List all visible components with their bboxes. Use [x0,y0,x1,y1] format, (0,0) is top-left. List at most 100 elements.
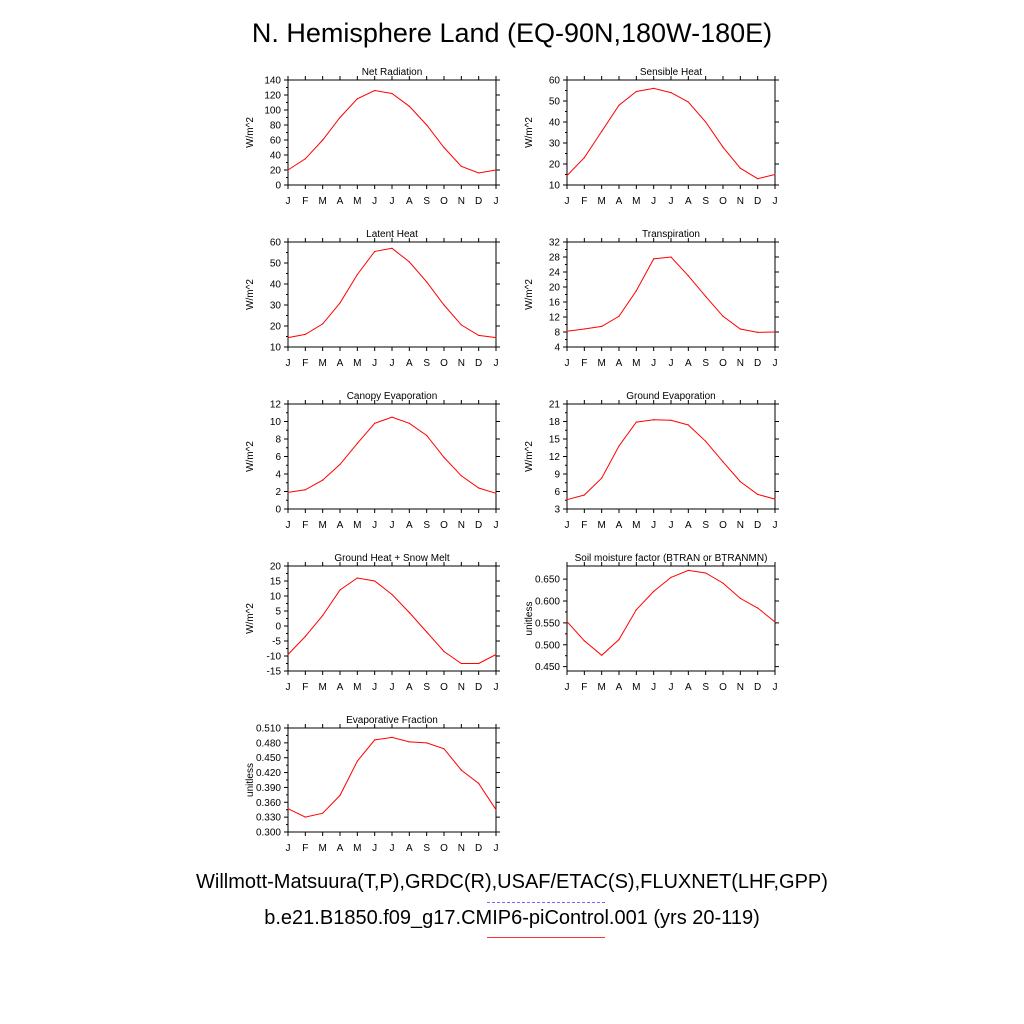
x-tick-label: J [372,358,377,369]
y-tick-label: 4 [275,470,281,481]
plot-frame [566,79,776,186]
x-tick-label: M [353,682,361,693]
x-tick-label: J [773,682,778,693]
x-tick-label: F [302,843,308,854]
chart-title: Net Radiation [362,67,423,78]
data-point [426,281,428,283]
x-tick-label: A [685,682,692,693]
x-tick-label: S [702,358,709,369]
x-tick-label: A [337,358,344,369]
y-tick-label: 12 [549,313,561,324]
y-tick-label: 60 [549,76,561,87]
y-tick-label: 0.360 [256,798,281,809]
x-tick-label: N [458,196,465,207]
y-tick-label: 60 [270,238,282,249]
data-point [757,493,759,496]
y-tick-label: 60 [270,136,282,147]
data-point [618,104,620,106]
x-tick-label: A [406,520,413,531]
x-tick-label: M [597,358,605,369]
x-tick-label: J [494,843,499,854]
legend-observations-line [487,902,605,903]
x-tick-label: M [632,682,640,693]
y-tick-label: 40 [549,118,561,129]
x-tick-label: J [669,196,674,207]
data-point [304,635,306,638]
data-point [653,419,655,421]
data-point [460,662,462,665]
chart-title: Evaporative Fraction [346,715,438,726]
x-tick-label: A [685,520,692,531]
y-axis-label: W/m^2 [245,603,256,634]
data-point [583,157,585,159]
x-tick-label: J [773,358,778,369]
x-tick-label: D [754,358,761,369]
y-tick-label: 15 [549,435,561,446]
y-tick-label: 0.550 [535,618,560,629]
data-point [304,158,306,160]
x-tick-label: F [302,520,308,531]
x-tick-label: F [581,358,587,369]
data-point [653,590,655,592]
x-tick-label: M [632,196,640,207]
data-point [304,333,306,335]
data-point [443,146,445,149]
data-point [670,419,672,421]
series-line [287,736,497,818]
data-point [566,174,568,177]
y-tick-label: 0.300 [256,828,281,839]
x-tick-label: J [372,682,377,693]
x-tick-label: A [337,520,344,531]
x-tick-label: J [390,682,395,693]
x-tick-label: O [440,682,448,693]
data-point [304,489,306,491]
data-point [618,315,620,317]
series-line [287,89,497,174]
data-point [374,739,376,741]
x-tick-label: M [597,520,605,531]
x-tick-label: D [754,520,761,531]
x-tick-label: S [702,196,709,207]
x-tick-label: M [353,520,361,531]
data-point [635,90,637,93]
y-tick-label: 5 [275,607,281,618]
data-point [460,475,462,477]
data-point [287,169,289,171]
data-point [722,315,724,317]
data-point [408,261,410,263]
data-point [495,653,497,656]
y-tick-label: 21 [549,400,561,411]
x-tick-label: F [581,520,587,531]
y-axis-label: W/m^2 [245,441,256,472]
data-point [653,258,655,260]
data-point [374,89,376,92]
data-point [391,416,393,418]
series-line [287,247,497,339]
chart-title: Canopy Evaporation [347,391,438,402]
data-point [495,809,497,811]
plot-frame [287,727,497,833]
series-line [566,87,776,180]
y-tick-label: 0 [275,181,281,192]
y-tick-label: 20 [270,166,282,177]
y-tick-label: 9 [554,470,560,481]
y-tick-label: 120 [264,91,281,102]
x-tick-label: J [372,843,377,854]
y-tick-label: -15 [267,667,282,678]
x-tick-label: A [337,843,344,854]
chart-title: Soil moisture factor (BTRAN or BTRANMN) [575,553,768,564]
data-point [495,169,497,171]
x-tick-label: S [423,196,430,207]
data-point [653,87,655,89]
data-point [670,256,672,258]
y-tick-label: 0.480 [256,738,281,749]
y-tick-label: 80 [270,121,282,132]
y-axis-label: W/m^2 [245,117,256,148]
data-point [322,614,324,617]
x-tick-label: M [597,196,605,207]
data-point [443,748,445,750]
y-tick-label: 18 [549,417,561,428]
chart-title: Transpiration [642,229,700,240]
